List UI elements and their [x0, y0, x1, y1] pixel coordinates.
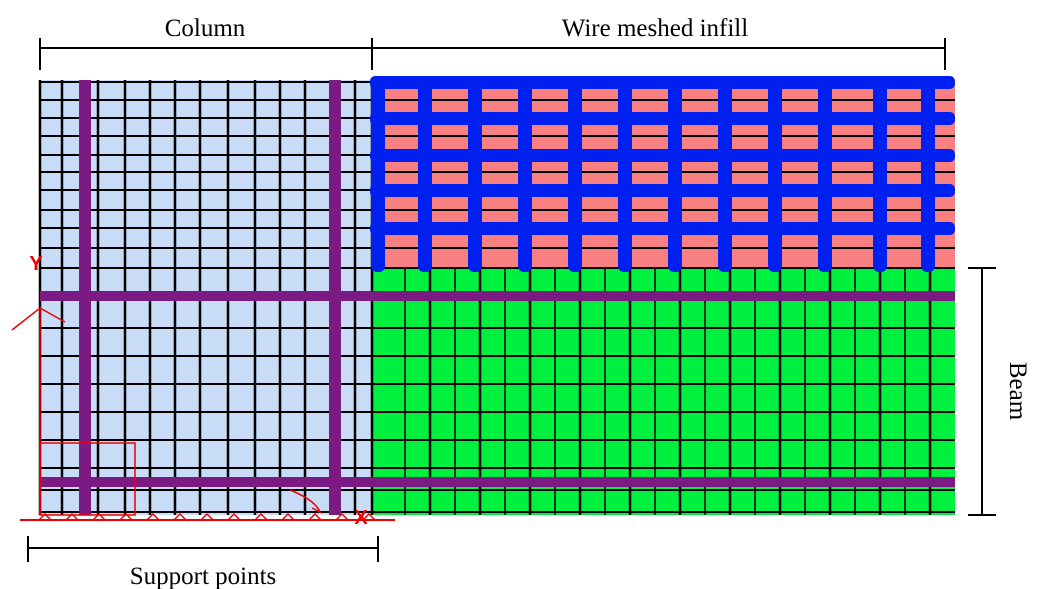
infill-region [372, 80, 955, 268]
diagram: Column Wire meshed infill Beam Support p… [0, 0, 1038, 589]
wire-horizontal [370, 76, 955, 89]
beam-label: Beam [1004, 362, 1031, 421]
wire-vertical [668, 80, 682, 272]
wire-vertical [873, 80, 887, 272]
supports-label: Support points [130, 563, 277, 589]
wire-vertical [568, 80, 582, 272]
wire-horizontal [370, 112, 955, 125]
wire-vertical [768, 80, 782, 272]
wire-vertical [818, 80, 832, 272]
wire-vertical [371, 80, 385, 272]
column-label: Column [165, 15, 246, 42]
wire-horizontal [370, 149, 955, 162]
model [12, 76, 955, 520]
frame-member [40, 477, 955, 487]
frame-member [40, 291, 955, 301]
wire-vertical [468, 80, 482, 272]
y-axis-marker: Y [29, 253, 43, 275]
wire-horizontal [370, 184, 955, 197]
wire-vertical [718, 80, 732, 272]
wire-vertical [618, 80, 632, 272]
wire-vertical [518, 80, 532, 272]
wire-vertical [418, 80, 432, 272]
x-axis-marker: X [354, 507, 368, 529]
wire-vertical [921, 80, 935, 272]
infill-label: Wire meshed infill [562, 15, 748, 42]
wire-horizontal [370, 222, 955, 235]
